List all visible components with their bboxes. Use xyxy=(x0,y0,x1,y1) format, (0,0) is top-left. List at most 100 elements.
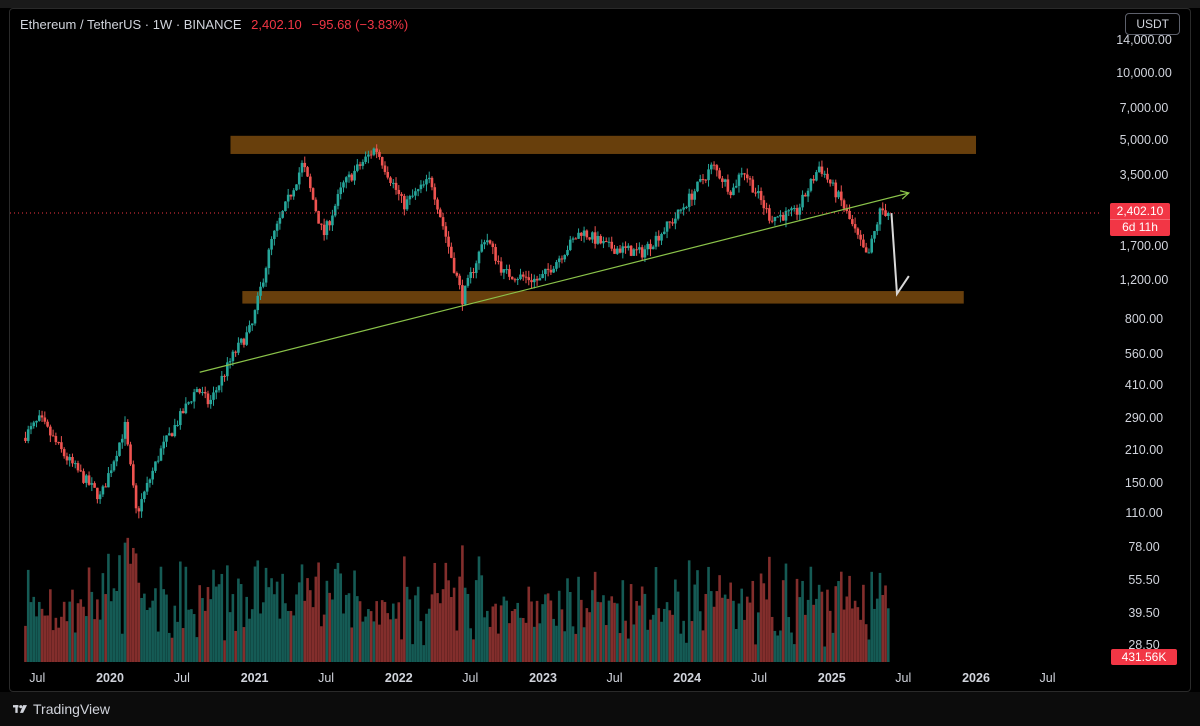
candle-body xyxy=(389,177,392,183)
price-chart[interactable] xyxy=(10,9,1190,691)
volume-bar xyxy=(886,608,890,662)
candle-body xyxy=(588,237,591,240)
candle-body xyxy=(295,184,298,191)
candle-body xyxy=(165,435,168,442)
candle-body xyxy=(497,260,500,262)
volume-bar xyxy=(823,646,826,662)
candle-body xyxy=(687,193,691,207)
volume-bar xyxy=(394,618,398,662)
candle-body xyxy=(682,207,685,210)
volume-bar xyxy=(400,639,403,662)
candle-body xyxy=(582,230,586,236)
candle-body xyxy=(411,195,414,197)
candle-body xyxy=(615,248,619,254)
candle-body xyxy=(245,332,248,345)
candle-body xyxy=(179,411,182,426)
volume-bar xyxy=(615,603,619,662)
volume-bar xyxy=(632,624,636,662)
volume-bar xyxy=(253,566,257,662)
candle-body xyxy=(723,179,727,182)
candle-body xyxy=(159,448,163,461)
volume-bar xyxy=(851,608,854,662)
candle-body xyxy=(599,236,602,244)
volume-bar xyxy=(873,608,876,662)
candle-body xyxy=(657,235,661,241)
volume-bar xyxy=(214,586,218,662)
volume-bar xyxy=(43,615,47,662)
candle-body xyxy=(198,389,201,393)
volume-bar xyxy=(239,584,243,662)
volume-bar xyxy=(588,612,591,662)
brand[interactable]: TradingView xyxy=(13,701,110,717)
volume-bar xyxy=(696,570,699,662)
candle-body xyxy=(118,442,121,456)
volume-bar xyxy=(757,612,760,662)
volume-bar xyxy=(640,586,644,662)
volume-bar xyxy=(737,603,741,662)
volume-bar xyxy=(264,567,268,662)
volume-bar xyxy=(375,601,378,662)
volume-bar xyxy=(704,593,708,662)
candle-body xyxy=(416,189,420,192)
y-tick-label: 3,500.00 xyxy=(1119,168,1169,183)
volume-bar xyxy=(79,599,83,662)
volume-bar xyxy=(795,578,799,662)
candle-body xyxy=(483,242,486,245)
volume-bar xyxy=(679,633,683,662)
candle-body xyxy=(817,166,821,173)
volume-bar xyxy=(621,580,625,662)
volume-bar xyxy=(452,587,456,662)
candle-body xyxy=(132,464,135,486)
candle-body xyxy=(834,182,838,198)
currency-button[interactable]: USDT xyxy=(1125,13,1180,35)
volume-bar xyxy=(26,569,30,662)
x-tick-label: 2025 xyxy=(817,671,846,685)
candle-body xyxy=(190,401,193,403)
candle-body xyxy=(173,425,177,437)
candle-body xyxy=(557,258,561,263)
volume-bar xyxy=(693,584,697,662)
volume-bar xyxy=(295,594,298,662)
volume-bar xyxy=(68,601,72,662)
candle-body xyxy=(812,178,815,181)
volume-bar xyxy=(145,610,149,662)
candle-body xyxy=(477,251,481,264)
volume-bar xyxy=(187,609,190,662)
x-tick-label: Jul xyxy=(173,671,190,685)
candle-body xyxy=(707,169,710,181)
volume-bar xyxy=(49,589,52,662)
volume-bar xyxy=(386,613,390,662)
volume-bar xyxy=(364,616,367,662)
candle-body xyxy=(284,201,287,212)
candle-body xyxy=(795,208,799,215)
candle-body xyxy=(436,199,439,210)
candle-body xyxy=(350,174,354,181)
price-badge-value: 2,402.10 xyxy=(1116,204,1164,218)
candle-body xyxy=(71,457,74,464)
price-badge: 2,402.10 6d 11h xyxy=(1110,203,1170,236)
candle-body xyxy=(115,455,119,462)
candle-body xyxy=(773,217,777,222)
volume-bar xyxy=(765,599,768,662)
symbol-legend[interactable]: Ethereum / TetherUS · 1W · BINANCE 2,402… xyxy=(20,17,408,32)
chart-panel[interactable]: Ethereum / TetherUS · 1W · BINANCE 2,402… xyxy=(9,8,1191,692)
candle-body xyxy=(134,485,138,509)
volume-bar xyxy=(469,628,473,662)
x-tick-label: 2024 xyxy=(673,671,702,685)
x-tick-label: Jul xyxy=(29,671,46,685)
volume-bar xyxy=(591,590,594,662)
volume-bar xyxy=(751,580,755,662)
candle-body xyxy=(195,389,199,393)
volume-bar xyxy=(510,611,514,662)
candle-body xyxy=(729,191,732,196)
volume-bar xyxy=(250,609,254,662)
price-badge-countdown: 6d 11h xyxy=(1110,219,1170,235)
volume-bar xyxy=(610,596,614,662)
candle-body xyxy=(49,426,52,436)
volume-bar xyxy=(303,600,307,662)
volume-bar xyxy=(566,578,569,662)
candle-body xyxy=(618,248,622,253)
candle-body xyxy=(264,268,268,283)
volume-bar xyxy=(784,563,788,662)
volume-bar xyxy=(159,566,163,662)
